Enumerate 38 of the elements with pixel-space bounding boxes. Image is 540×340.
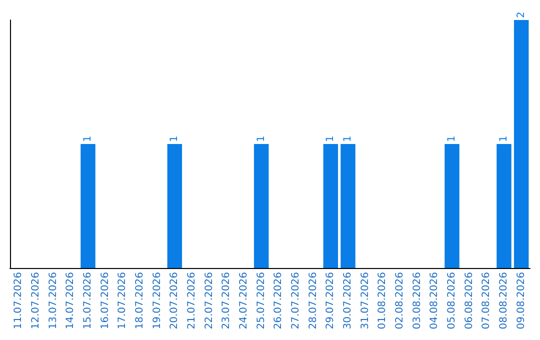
x-tick-label: 20.07.2026 [169, 272, 180, 330]
data-label: 1 [498, 136, 510, 142]
x-tick-label: 28.07.2026 [308, 272, 319, 330]
data-label: 1 [325, 136, 336, 142]
x-tick-label: 09.08.2026 [516, 272, 527, 330]
x-tick-label: 23.07.2026 [221, 272, 232, 330]
x-tick-label: 25.07.2026 [256, 272, 267, 330]
x-tick-label: 29.07.2026 [325, 272, 336, 330]
x-tick-label: 11.07.2026 [13, 272, 24, 330]
x-tick-label: 13.07.2026 [48, 272, 59, 330]
x-tick-label: 14.07.2026 [65, 272, 76, 330]
x-tick-label: 22.07.2026 [204, 272, 215, 330]
x-tick-label: 03.08.2026 [412, 272, 423, 330]
data-label: 1 [342, 136, 354, 142]
x-tick-label: 12.07.2026 [30, 272, 42, 330]
x-tick-label: 06.08.2026 [464, 272, 475, 330]
x-tick-label: 26.07.2026 [273, 272, 284, 330]
x-tick-label: 27.07.2026 [290, 272, 302, 330]
x-tick-label: 02.08.2026 [394, 272, 406, 330]
x-tick-label: 31.07.2026 [360, 272, 371, 330]
data-label: 1 [256, 136, 267, 142]
x-tick-label: 01.08.2026 [377, 272, 388, 330]
data-label: 1 [169, 136, 180, 142]
data-label: 1 [446, 136, 458, 142]
x-tick-label: 05.08.2026 [446, 272, 458, 330]
x-tick-label: 17.07.2026 [117, 272, 128, 330]
x-tick-label: 19.07.2026 [152, 272, 163, 330]
x-tick-label: 04.08.2026 [429, 272, 440, 330]
data-label: 2 [516, 12, 527, 18]
x-tick-label: 16.07.2026 [100, 272, 111, 330]
data-label: 1 [82, 136, 94, 142]
x-tick-label: 30.07.2026 [342, 272, 354, 330]
x-tick-label: 18.07.2026 [134, 272, 146, 330]
x-tick-label: 15.07.2026 [82, 272, 94, 330]
x-tick-label: 08.08.2026 [498, 272, 510, 330]
x-tick-label: 24.07.2026 [238, 272, 250, 330]
x-tick-label: 07.08.2026 [481, 272, 492, 330]
x-tick-label: 21.07.2026 [186, 272, 198, 330]
